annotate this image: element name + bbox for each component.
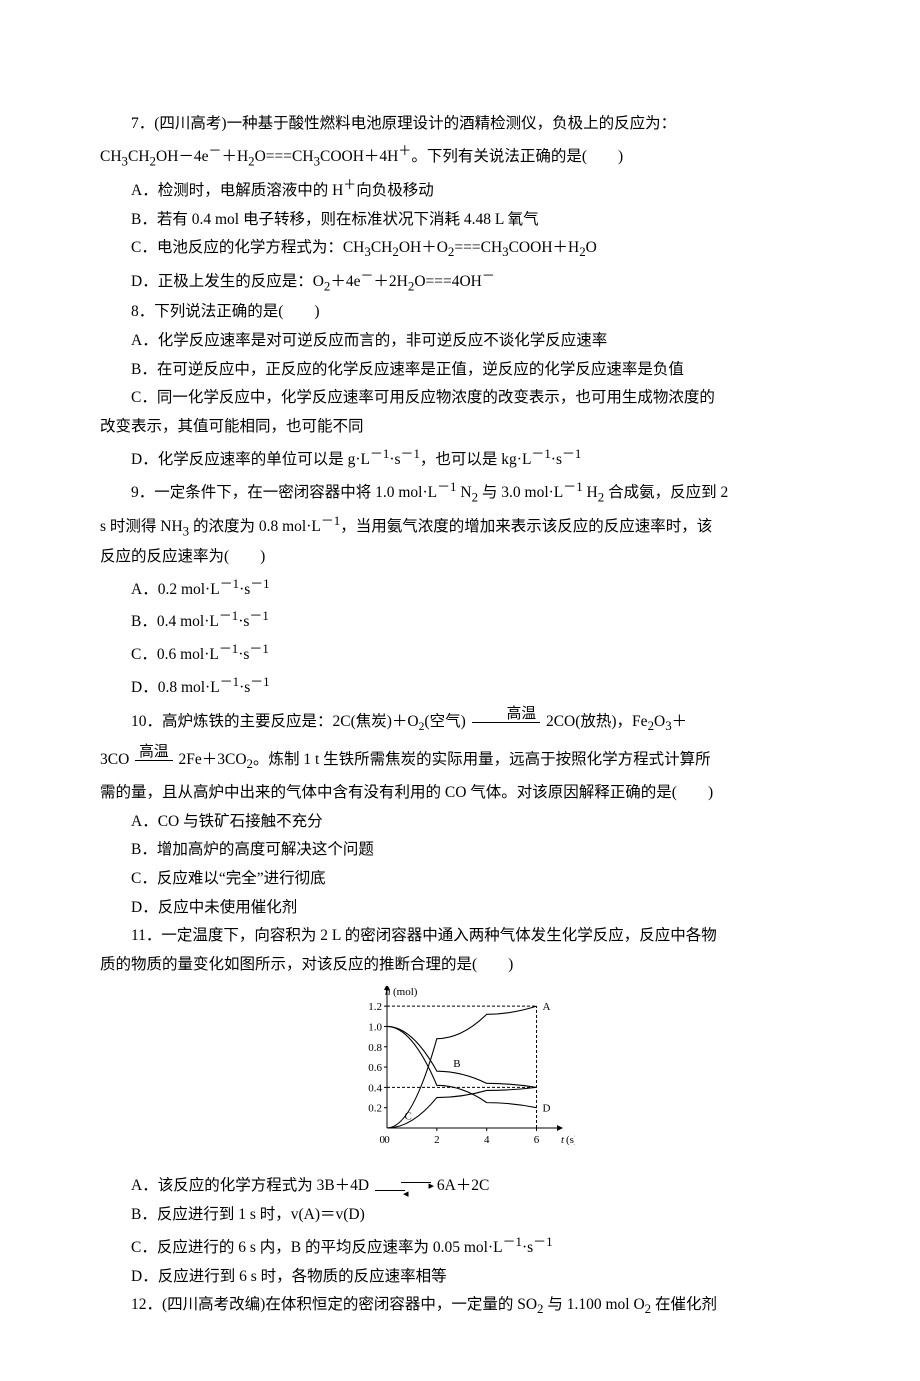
q10-l2-pre: 3CO	[100, 751, 129, 768]
q9-opt-c: C．0.6 mol·L－1·s－1	[100, 637, 820, 670]
q11-opt-c: C．反应进行的 6 s 内，B 的平均反应速率为 0.05 mol·L－1·s－…	[100, 1230, 820, 1263]
svg-text:n: n	[385, 986, 391, 998]
q11-stem-l1: 11．一定温度下，向容积为 2 L 的密闭容器中通入两种气体发生化学反应，反应中…	[100, 922, 820, 951]
q11-a-post: 6A＋2C	[437, 1177, 490, 1194]
q7-opt-d: D．正极上发生的反应是：O2＋4e－＋2H2O===4OH－	[100, 264, 820, 298]
q10-cond1-frac: 高温	[472, 706, 540, 739]
q7-stem-line2: CH3CH2OH－4e－＋H2O===CH3COOH＋4H＋。下列有关说法正确的…	[100, 139, 820, 173]
svg-text:C: C	[404, 1111, 411, 1123]
q10-label: 10．高炉炼铁的主要反应是：2C(焦炭)＋O	[131, 713, 419, 730]
svg-text:4: 4	[484, 1134, 490, 1146]
q11-chart-svg: 0.2 0.4 0.6 0.8 1.0 1.2 0 2 4 6 0 n(mol) t(s) A B C D	[345, 986, 575, 1156]
q7-stem-line1: 7．(四川高考)一种基于酸性燃料电池原理设计的酒精检测仪，负极上的反应为：	[100, 110, 820, 139]
q10-opt-d: D．反应中未使用催化剂	[100, 894, 820, 923]
q9-opt-b: B．0.4 mol·L－1·s－1	[100, 604, 820, 637]
svg-text:B: B	[453, 1058, 460, 1070]
q8-opt-a: A．化学反应速率是对可逆反应而言的，非可逆反应不谈化学反应速率	[100, 327, 820, 356]
q10-opt-b: B．增加高炉的高度可解决这个问题	[100, 836, 820, 865]
svg-text:0: 0	[384, 1134, 390, 1146]
q10-cond2: 高温	[135, 744, 172, 761]
q9-stem-l3: 反应的反应速率为( )	[100, 543, 820, 572]
q10-l2-post: 2Fe＋3CO2。炼制 1 t 生铁所需焦炭的实际用量，远高于按照化学方程式计算…	[179, 751, 711, 768]
q10-prod1: 2CO(放热)，Fe2O3＋	[546, 713, 687, 730]
svg-text:1.0: 1.0	[368, 1021, 382, 1033]
q12-stem: 12．(四川高考改编)在体积恒定的密闭容器中，一定量的 SO2 与 1.100 …	[100, 1291, 820, 1321]
q7-opt-a: A．检测时，电解质溶液中的 H＋向负极移动	[100, 173, 820, 206]
q9-opt-d: D．0.8 mol·L－1·s－1	[100, 670, 820, 703]
q11-opt-a: A．该反应的化学方程式为 3B＋4D ▸◂ 6A＋2C	[100, 1172, 820, 1201]
svg-text:D: D	[543, 1102, 551, 1114]
q10-cond1: 高温	[472, 706, 540, 723]
q8-stem: 8．下列说法正确的是( )	[100, 298, 820, 327]
q7-opt-b: B．若有 0.4 mol 电子转移，则在标准状况下消耗 4.48 L 氧气	[100, 206, 820, 235]
q8-opt-d: D．化学反应速率的单位可以是 g·L－1·s－1，也可以是 kg·L－1·s－1	[100, 442, 820, 475]
q11-stem-l2: 质的物质的量变化如图所示，对该反应的推断合理的是( )	[100, 951, 820, 980]
svg-text:2: 2	[434, 1134, 440, 1146]
svg-text:0: 0	[380, 1134, 386, 1146]
q11-opt-d: D．反应进行到 6 s 时，各物质的反应速率相等	[100, 1263, 820, 1292]
q7-opt-c: C．电池反应的化学方程式为：CH3CH2OH＋O2===CH3COOH＋H2O	[100, 234, 820, 264]
q8-opt-c-l2: 改变表示，其值可能相同，也可能不同	[100, 413, 820, 442]
q9-stem-l1: 9．一定条件下，在一密闭容器中将 1.0 mol·L－1 N2 与 3.0 mo…	[100, 475, 820, 509]
q9-opt-a: A．0.2 mol·L－1·s－1	[100, 572, 820, 605]
q11-opt-b: B．反应进行到 1 s 时，v(A)＝v(D)	[100, 1201, 820, 1230]
svg-text:(mol): (mol)	[393, 986, 418, 998]
svg-text:t: t	[561, 1134, 565, 1146]
svg-text:0.6: 0.6	[368, 1062, 382, 1074]
q10-opt-a: A．CO 与铁矿石接触不充分	[100, 808, 820, 837]
q10-after-o2: (空气)	[424, 713, 465, 730]
q10-opt-c: C．反应难以“完全”进行彻底	[100, 865, 820, 894]
q8-opt-c-l1: C．同一化学反应中，化学反应速率可用反应物浓度的改变表示，也可用生成物浓度的	[100, 384, 820, 413]
q8-opt-b: B．在可逆反应中，正反应的化学反应速率是正值，逆反应的化学反应速率是负值	[100, 356, 820, 385]
q10-cond2-frac: 高温	[135, 744, 172, 777]
svg-text:(s): (s)	[566, 1134, 575, 1146]
q11-chart: 0.2 0.4 0.6 0.8 1.0 1.2 0 2 4 6 0 n(mol) t(s) A B C D	[100, 986, 820, 1167]
q10-stem-l1: 10．高炉炼铁的主要反应是：2C(焦炭)＋O2(空气) 高温 2CO(放热)，F…	[100, 703, 820, 741]
svg-text:0.4: 0.4	[368, 1082, 382, 1094]
svg-text:6: 6	[534, 1134, 540, 1146]
svg-text:1.2: 1.2	[368, 1001, 382, 1013]
svg-text:A: A	[543, 1001, 551, 1013]
svg-text:0.2: 0.2	[368, 1102, 382, 1114]
q9-stem-l2: s 时测得 NH3 的浓度为 0.8 mol·L－1，当用氨气浓度的增加来表示该…	[100, 509, 820, 543]
svg-text:0.8: 0.8	[368, 1042, 382, 1054]
q10-stem-l2: 3CO 高温 2Fe＋3CO2。炼制 1 t 生铁所需焦炭的实际用量，远高于按照…	[100, 741, 820, 779]
q10-stem-l3: 需的量，且从高炉中出来的气体中含有没有利用的 CO 气体。对该原因解释正确的是(…	[100, 779, 820, 808]
q11-a-pre: A．该反应的化学方程式为 3B＋4D	[131, 1177, 369, 1194]
